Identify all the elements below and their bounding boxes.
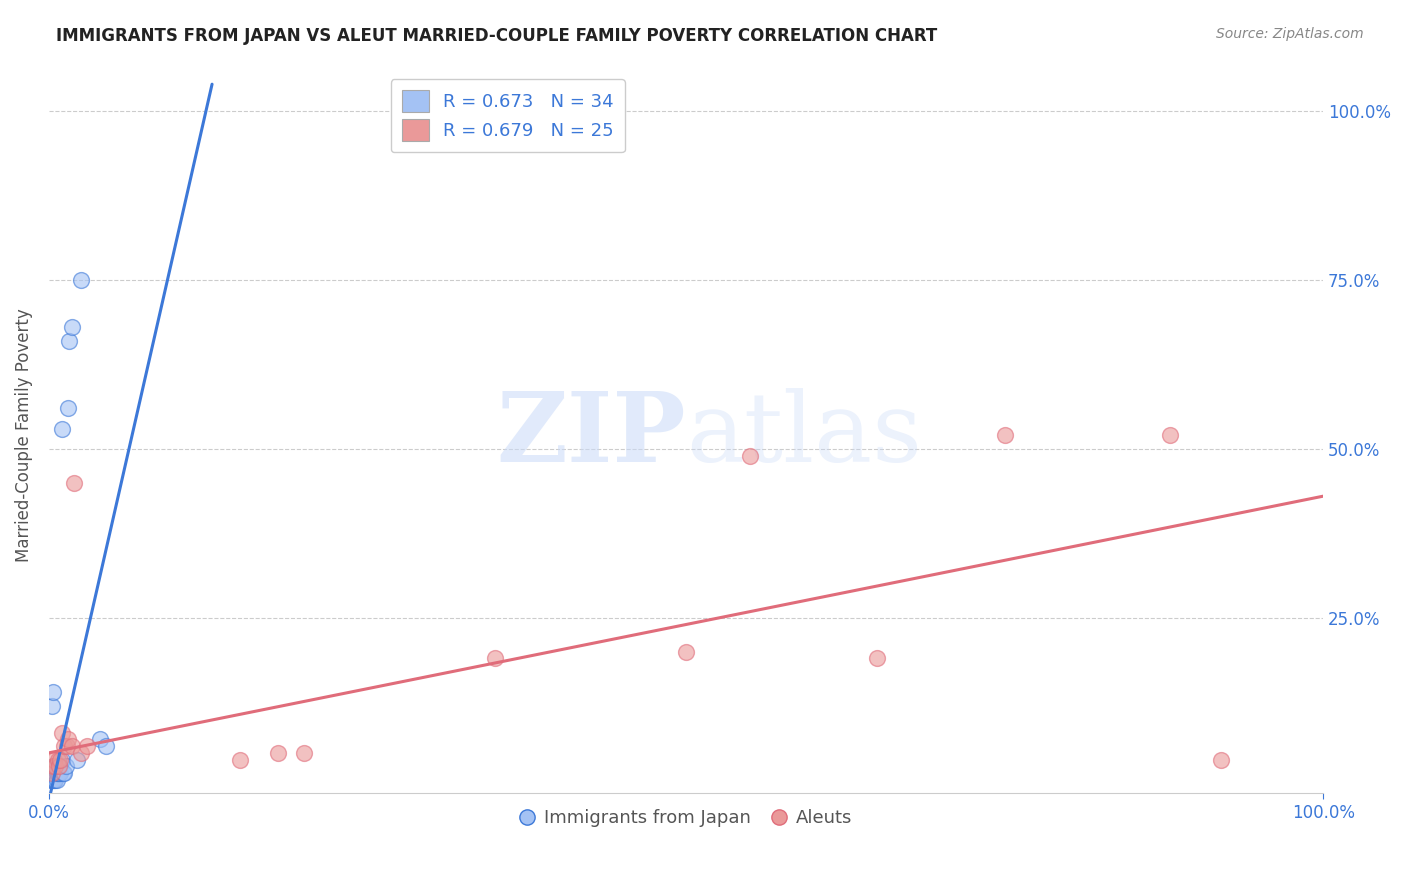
Point bbox=[39, 772, 62, 787]
Point bbox=[1159, 428, 1181, 442]
Point bbox=[69, 746, 91, 760]
Point bbox=[44, 766, 66, 780]
Point bbox=[49, 766, 72, 780]
Point bbox=[42, 766, 65, 780]
Point bbox=[46, 759, 69, 773]
Point bbox=[51, 725, 73, 739]
Point bbox=[51, 422, 73, 436]
Point bbox=[56, 739, 79, 753]
Y-axis label: Married-Couple Family Poverty: Married-Couple Family Poverty bbox=[15, 309, 32, 562]
Point bbox=[42, 759, 65, 773]
Point bbox=[48, 759, 70, 773]
Point bbox=[55, 759, 77, 773]
Point bbox=[60, 739, 83, 753]
Point bbox=[44, 759, 66, 773]
Point bbox=[89, 732, 111, 747]
Point bbox=[42, 759, 65, 773]
Point bbox=[42, 772, 65, 787]
Point bbox=[48, 766, 70, 780]
Point bbox=[42, 753, 65, 767]
Point bbox=[53, 739, 76, 753]
Point bbox=[41, 698, 63, 713]
Point bbox=[41, 766, 63, 780]
Point bbox=[53, 766, 76, 780]
Point bbox=[44, 772, 66, 787]
Point bbox=[41, 772, 63, 787]
Text: Source: ZipAtlas.com: Source: ZipAtlas.com bbox=[1216, 27, 1364, 41]
Text: atlas: atlas bbox=[686, 388, 922, 483]
Point bbox=[69, 273, 91, 287]
Legend: Immigrants from Japan, Aleuts: Immigrants from Japan, Aleuts bbox=[513, 802, 859, 834]
Point bbox=[41, 766, 63, 780]
Point bbox=[46, 766, 69, 780]
Point bbox=[267, 746, 290, 760]
Point bbox=[51, 753, 73, 767]
Point bbox=[738, 449, 761, 463]
Point bbox=[42, 772, 65, 787]
Point bbox=[42, 766, 65, 780]
Point bbox=[49, 759, 72, 773]
Point bbox=[866, 651, 889, 665]
Point bbox=[60, 320, 83, 334]
Text: ZIP: ZIP bbox=[496, 388, 686, 483]
Point bbox=[42, 685, 65, 699]
Point bbox=[1211, 753, 1233, 767]
Point bbox=[994, 428, 1017, 442]
Point bbox=[45, 772, 67, 787]
Text: IMMIGRANTS FROM JAPAN VS ALEUT MARRIED-COUPLE FAMILY POVERTY CORRELATION CHART: IMMIGRANTS FROM JAPAN VS ALEUT MARRIED-C… bbox=[56, 27, 938, 45]
Point bbox=[46, 753, 69, 767]
Point bbox=[52, 766, 75, 780]
Point bbox=[56, 401, 79, 416]
Point bbox=[66, 753, 89, 767]
Point bbox=[48, 759, 70, 773]
Point bbox=[49, 753, 72, 767]
Point bbox=[675, 644, 697, 658]
Point bbox=[484, 651, 506, 665]
Point bbox=[292, 746, 315, 760]
Point bbox=[229, 753, 252, 767]
Point bbox=[96, 739, 118, 753]
Point bbox=[58, 334, 80, 348]
Point bbox=[44, 759, 66, 773]
Point bbox=[63, 475, 86, 490]
Point bbox=[45, 759, 67, 773]
Point bbox=[45, 766, 67, 780]
Point bbox=[56, 732, 79, 747]
Point bbox=[76, 739, 98, 753]
